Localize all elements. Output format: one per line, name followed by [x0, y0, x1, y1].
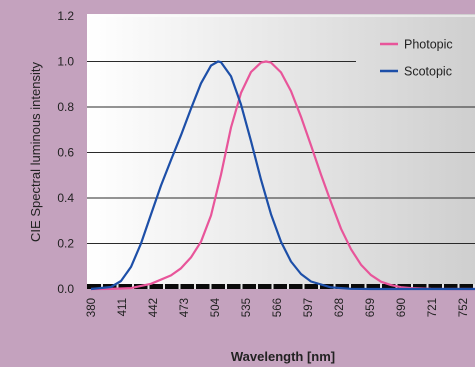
y-tick-labels: 0.0 0.2 0.4 0.6 0.8 1.0 1.2 [57, 9, 74, 296]
baseline-gap [194, 284, 196, 289]
baseline-gap [163, 284, 165, 289]
legend: Photopic Scotopic [380, 38, 453, 79]
baseline-gap [178, 284, 181, 289]
y-tick-label: 0.0 [57, 282, 74, 296]
x-tick-label: 752 [458, 298, 470, 317]
x-tick-label: 690 [396, 298, 408, 317]
x-tick-label: 535 [241, 298, 253, 317]
series-line-photopic [90, 60, 475, 291]
x-tick-label: 659 [365, 298, 377, 317]
baseline-gap [473, 284, 475, 289]
baseline-gap [271, 284, 274, 289]
y-axis-label: CIE Spectral luminous intensity [28, 62, 43, 242]
x-tick-label: 380 [86, 298, 98, 317]
legend-label-scotopic: Scotopic [404, 65, 452, 79]
baseline-gap [411, 284, 413, 289]
baseline-gap [116, 284, 119, 289]
x-tick-labels: 380 411 442 473 504 535 566 597 628 659 690 721 752 [86, 297, 470, 317]
x-tick-label: 597 [303, 298, 315, 317]
baseline-gap [101, 284, 103, 289]
y-tick-label: 0.8 [57, 100, 74, 114]
y-tick-label: 0.4 [57, 191, 74, 205]
x-tick-label: 442 [148, 298, 160, 317]
baseline-gap [457, 284, 460, 289]
baseline-gap [256, 284, 258, 289]
baseline-gap [287, 284, 289, 289]
x-tick-label: 504 [210, 297, 222, 317]
x-tick-label: 721 [427, 298, 439, 317]
y-tick-label: 0.6 [57, 146, 74, 160]
baseline-gap [364, 284, 367, 289]
y-tick-label: 1.0 [57, 55, 74, 69]
baseline-gap [426, 284, 429, 289]
x-tick-label: 411 [117, 298, 129, 316]
y-tick-label: 0.2 [57, 237, 74, 251]
legend-label-photopic: Photopic [404, 38, 453, 52]
series-layer [90, 60, 475, 291]
x-tick-label: 473 [179, 298, 191, 317]
plot-area [87, 14, 475, 289]
baseline-gap [240, 284, 243, 289]
y-tick-label: 1.2 [57, 9, 74, 23]
series-line-scotopic [90, 60, 475, 291]
baseline-gap [132, 284, 134, 289]
baseline-gap [380, 284, 382, 289]
baseline-gap [318, 284, 320, 289]
baseline-gap [302, 284, 305, 289]
baseline-gap [147, 284, 150, 289]
x-axis-label: Wavelength [nm] [231, 349, 335, 364]
x-tick-label: 566 [272, 298, 284, 317]
baseline-gap [442, 284, 444, 289]
baseline-gap [209, 284, 212, 289]
baseline-gap [225, 284, 227, 289]
x-tick-label: 628 [334, 298, 346, 317]
baseline-gap [349, 284, 351, 289]
baseline-gap [333, 284, 336, 289]
baseline-bar [87, 284, 475, 289]
